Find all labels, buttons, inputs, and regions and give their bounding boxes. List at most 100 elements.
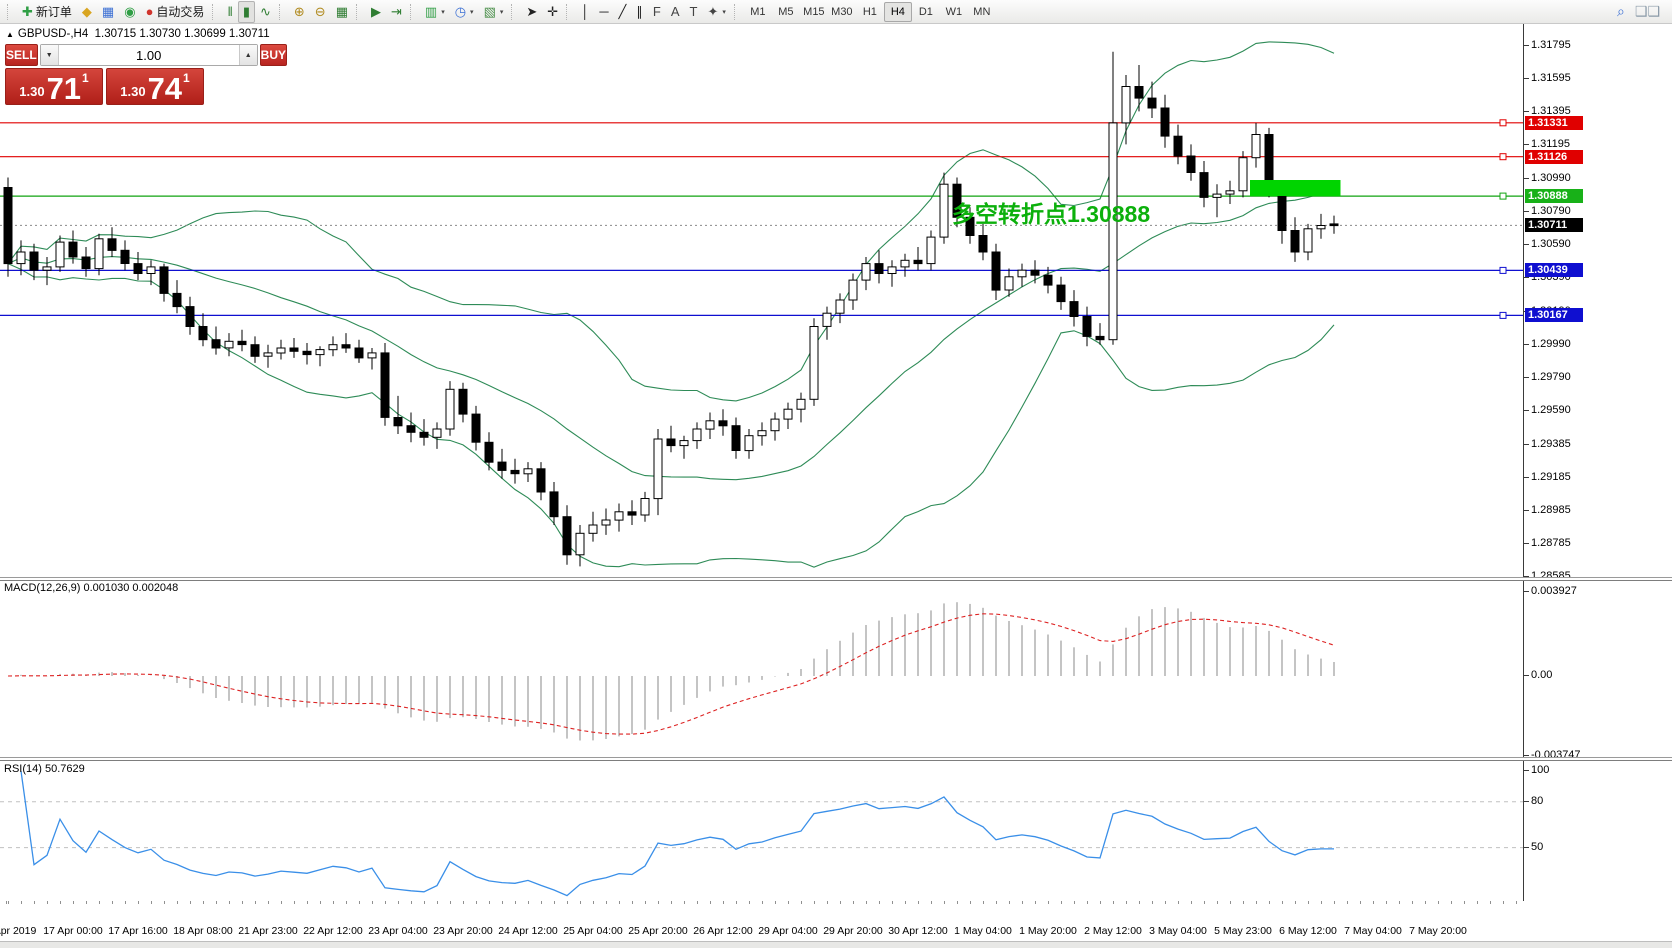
text-label-button[interactable]: T bbox=[684, 1, 702, 23]
sell-price-prefix: 1.30 bbox=[19, 84, 45, 99]
time-axis-label: 17 Apr 00:00 bbox=[43, 925, 103, 937]
horizontal-line-button[interactable]: ─ bbox=[594, 1, 613, 23]
buy-button[interactable]: BUY bbox=[259, 44, 288, 66]
zoom-in-icon: ⊕ bbox=[293, 4, 305, 19]
sell-price-pip: 1 bbox=[82, 71, 89, 85]
horizontal-line-icon: ─ bbox=[599, 4, 609, 19]
zoom-in-button[interactable]: ⊕ bbox=[289, 1, 310, 23]
text-button[interactable]: A bbox=[666, 1, 685, 23]
text-icon: A bbox=[670, 4, 680, 19]
tile-windows-icon: ▦ bbox=[335, 4, 348, 19]
collapse-icon[interactable]: ▲ bbox=[6, 30, 14, 39]
equidistant-channel-button[interactable]: ∥ bbox=[631, 1, 648, 23]
timeframe-mn-button[interactable]: MN bbox=[973, 5, 991, 18]
candlestick-chart-button[interactable]: ▮ bbox=[237, 0, 255, 23]
price-axis[interactable]: 1.31795 1.31595 1.31395 1.31195 1.30990 1.307… bbox=[1523, 24, 1672, 901]
bar-chart-button[interactable]: ‖ bbox=[222, 1, 237, 23]
macd-label: MACD(12,26,9) 0.001030 0.002048 bbox=[4, 582, 179, 594]
cursor-button[interactable]: ➤ bbox=[521, 1, 542, 23]
axis-tick-label: 1.29790 bbox=[1524, 370, 1571, 383]
main-toolbar: ✚ 新订单 ◆ ▦ ◉ ● 自动交易 ‖ ▮ ∿ ⊕ ⊖ ▦ ▶ ⇥ ▥ ▾ ◷ ▾ ▧ ▾ ➤ ✛ │ ─ ╱ ∥ F A T ✦ ▾ M1… bbox=[0, 0, 1672, 24]
arrows-button[interactable]: ✦ ▾ bbox=[702, 1, 730, 23]
pane-divider-rsi[interactable] bbox=[0, 757, 1672, 761]
timeframe-m1-button[interactable]: M1 bbox=[750, 5, 766, 18]
pane-divider-macd[interactable] bbox=[0, 577, 1672, 581]
new-chart-button[interactable]: ▥ ▾ bbox=[420, 1, 450, 23]
symbol-period-label: GBPUSD-,H4 bbox=[17, 28, 89, 40]
ohlc-values: 1.30715 1.30730 1.30699 1.30711 bbox=[94, 28, 270, 40]
fibonacci-button[interactable]: F bbox=[648, 1, 666, 23]
new-chart-dropdown-icon[interactable]: ▾ bbox=[441, 8, 445, 16]
timeframe-m30-button[interactable]: M30 bbox=[831, 5, 853, 18]
timeframe-w1-button[interactable]: W1 bbox=[945, 5, 963, 18]
periods-icon: ◷ bbox=[454, 4, 467, 19]
hline-handle[interactable] bbox=[1499, 192, 1507, 200]
arrows-dropdown-icon[interactable]: ▾ bbox=[722, 8, 726, 16]
price-tag: 1.30167 bbox=[1525, 308, 1583, 323]
timeframe-d1-button[interactable]: D1 bbox=[918, 5, 933, 18]
hline-handle[interactable] bbox=[1499, 119, 1507, 127]
autotrading-button[interactable]: ● 自动交易 bbox=[141, 1, 210, 23]
new-order-button[interactable]: ✚ 新订单 bbox=[17, 1, 77, 23]
vertical-line-icon: │ bbox=[581, 4, 590, 19]
time-axis-label: 18 Apr 08:00 bbox=[173, 925, 233, 937]
macd-histogram bbox=[20, 602, 1335, 741]
time-axis-label: 30 Apr 12:00 bbox=[888, 925, 948, 937]
timeframe-m15-button[interactable]: M15 bbox=[803, 5, 825, 18]
time-axis-label: 2 May 12:00 bbox=[1084, 925, 1142, 937]
bar-chart-icon: ‖ bbox=[227, 4, 233, 19]
signals-icon: ◉ bbox=[124, 4, 136, 19]
line-chart-button[interactable]: ∿ bbox=[255, 1, 276, 23]
axis-tick-label: 0.00 bbox=[1523, 669, 1553, 681]
arrows-icon: ✦ bbox=[707, 4, 719, 19]
macd-pane-canvas[interactable] bbox=[0, 580, 1523, 757]
toolbar-separator bbox=[7, 3, 13, 20]
search-icon[interactable]: ⌕ bbox=[1617, 3, 1625, 19]
rsi-pane-canvas[interactable] bbox=[0, 760, 1523, 898]
chart-window[interactable]: ▲ GBPUSD-,H4 1.30715 1.30730 1.30699 1.30… bbox=[0, 24, 1672, 948]
bollinger-lower bbox=[7, 263, 1335, 568]
volume-spinner: ▼ ▲ bbox=[39, 44, 258, 66]
main-chart-canvas[interactable] bbox=[0, 24, 1523, 578]
sell-button[interactable]: SELL bbox=[5, 44, 38, 66]
templates-button[interactable]: ▧ ▾ bbox=[479, 1, 509, 23]
auto-scroll-button[interactable]: ▶ bbox=[366, 1, 386, 23]
hline-handle[interactable] bbox=[1499, 311, 1507, 319]
vertical-line-button[interactable]: │ bbox=[576, 1, 594, 23]
templates-dropdown-icon[interactable]: ▾ bbox=[499, 8, 504, 16]
chart-shift-button[interactable]: ⇥ bbox=[386, 1, 407, 23]
time-axis-label: 24 Apr 12:00 bbox=[498, 925, 558, 937]
tile-windows-button[interactable]: ▦ bbox=[331, 1, 353, 23]
timeframe-h4-button[interactable]: H4 bbox=[883, 1, 912, 22]
bottom-scrollbar[interactable] bbox=[0, 941, 1672, 948]
volume-increase-icon[interactable]: ▲ bbox=[238, 45, 257, 65]
sell-price-box[interactable]: 1.30 71 1 bbox=[5, 68, 103, 105]
axis-tick-label: 1.30990 bbox=[1524, 172, 1571, 185]
buy-price-box[interactable]: 1.30 74 1 bbox=[106, 68, 204, 105]
fibonacci-icon: F bbox=[652, 4, 661, 19]
highlight-rectangle[interactable] bbox=[1250, 180, 1341, 196]
profiles-button[interactable]: ▦ bbox=[97, 1, 119, 23]
zoom-out-button[interactable]: ⊖ bbox=[310, 1, 331, 23]
chart-annotation-text[interactable]: 多空转折点1.30888 bbox=[952, 201, 1151, 227]
crosshair-button[interactable]: ✛ bbox=[542, 1, 563, 23]
editor-button[interactable]: ◆ bbox=[77, 1, 97, 23]
periods-dropdown-icon[interactable]: ▾ bbox=[470, 8, 474, 16]
volume-decrease-icon[interactable]: ▼ bbox=[40, 45, 59, 65]
macd-signal-line bbox=[7, 613, 1335, 735]
hline-handle[interactable] bbox=[1499, 153, 1507, 161]
chat-icon[interactable]: ❑❑ bbox=[1634, 3, 1660, 19]
axis-tick-label: 1.31795 bbox=[1524, 39, 1571, 51]
price-tag: 1.31126 bbox=[1525, 149, 1583, 164]
buy-price-pip: 1 bbox=[183, 71, 190, 85]
signals-button[interactable]: ◉ bbox=[119, 1, 140, 23]
price-tag: 1.30439 bbox=[1525, 263, 1583, 278]
hline-handle[interactable] bbox=[1499, 266, 1507, 274]
timeframe-m5-button[interactable]: M5 bbox=[778, 5, 794, 18]
trendline-button[interactable]: ╱ bbox=[614, 1, 632, 23]
trendline-icon: ╱ bbox=[618, 4, 627, 19]
volume-input[interactable] bbox=[58, 45, 239, 65]
periods-button[interactable]: ◷ ▾ bbox=[450, 1, 479, 23]
timeframe-h1-button[interactable]: H1 bbox=[862, 5, 877, 18]
axis-tick-label: 1.31595 bbox=[1524, 72, 1571, 85]
